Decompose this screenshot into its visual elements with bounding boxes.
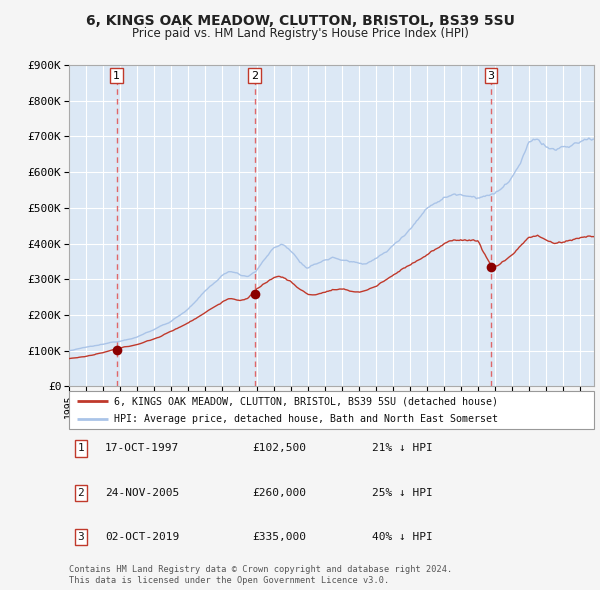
Text: £102,500: £102,500 — [252, 444, 306, 453]
Text: 24-NOV-2005: 24-NOV-2005 — [105, 488, 179, 497]
Text: This data is licensed under the Open Government Licence v3.0.: This data is licensed under the Open Gov… — [69, 576, 389, 585]
Text: 3: 3 — [487, 71, 494, 81]
Text: 02-OCT-2019: 02-OCT-2019 — [105, 532, 179, 542]
Text: 1: 1 — [77, 444, 85, 453]
Text: £260,000: £260,000 — [252, 488, 306, 497]
Text: £335,000: £335,000 — [252, 532, 306, 542]
Text: 2: 2 — [251, 71, 259, 81]
Text: 6, KINGS OAK MEADOW, CLUTTON, BRISTOL, BS39 5SU: 6, KINGS OAK MEADOW, CLUTTON, BRISTOL, B… — [86, 14, 514, 28]
Text: 6, KINGS OAK MEADOW, CLUTTON, BRISTOL, BS39 5SU (detached house): 6, KINGS OAK MEADOW, CLUTTON, BRISTOL, B… — [113, 396, 497, 407]
Text: 3: 3 — [77, 532, 85, 542]
Text: 2: 2 — [77, 488, 85, 497]
Text: Contains HM Land Registry data © Crown copyright and database right 2024.: Contains HM Land Registry data © Crown c… — [69, 565, 452, 575]
Text: 1: 1 — [113, 71, 120, 81]
Text: HPI: Average price, detached house, Bath and North East Somerset: HPI: Average price, detached house, Bath… — [113, 414, 497, 424]
Text: 17-OCT-1997: 17-OCT-1997 — [105, 444, 179, 453]
Text: 40% ↓ HPI: 40% ↓ HPI — [372, 532, 433, 542]
Text: 25% ↓ HPI: 25% ↓ HPI — [372, 488, 433, 497]
Text: 21% ↓ HPI: 21% ↓ HPI — [372, 444, 433, 453]
Text: Price paid vs. HM Land Registry's House Price Index (HPI): Price paid vs. HM Land Registry's House … — [131, 27, 469, 40]
